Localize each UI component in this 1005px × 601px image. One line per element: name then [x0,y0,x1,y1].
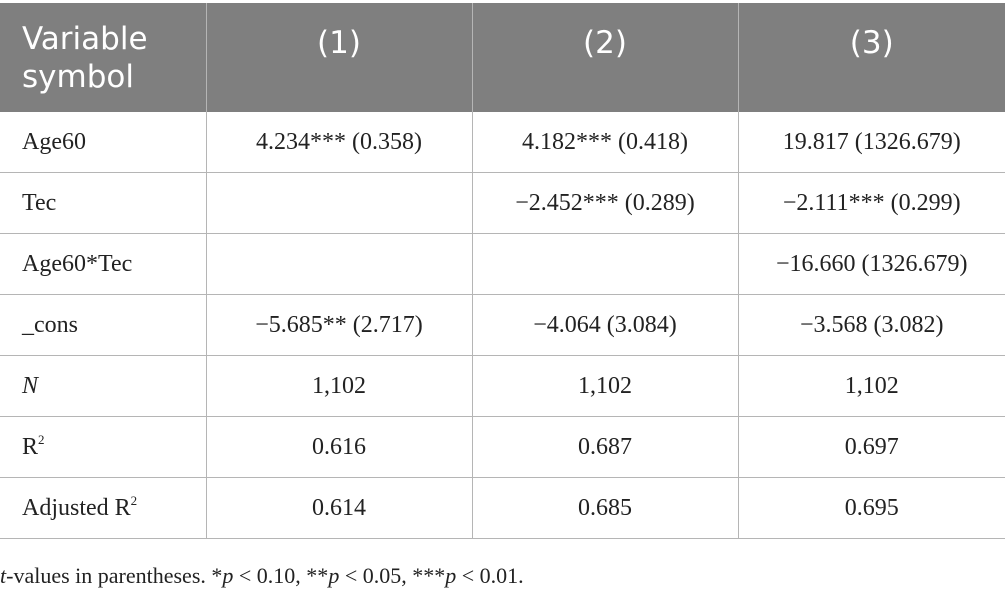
regression-table-container: Variable symbol (1) (2) (3) Age60 4.234**… [0,3,1005,539]
footnote-text-2: < 0.10, ** [233,563,329,588]
table-row-age60-tec: Age60*Tec −16.660 (1326.679) [0,233,1005,295]
cell-col-1: 0.614 [205,477,473,539]
cell-col-3: 0.697 [737,416,1005,478]
table-row-n: N 1,102 1,102 1,102 [0,355,1005,417]
footnote-p1: p [222,563,234,588]
cell-col-1: 0.616 [205,416,473,478]
superscript: 2 [38,431,45,447]
cell-col-1: 1,102 [205,355,473,417]
cell-col-2: 0.685 [471,477,739,539]
footnote-text-1: -values in parentheses. * [6,563,223,588]
table-footnote: t-values in parentheses. *p < 0.10, **p … [0,563,524,589]
row-label: R2 [0,416,207,478]
header-variable-line2: symbol [22,59,134,95]
header-row: Variable symbol (1) (2) (3) [0,3,1005,112]
table-row-age60: Age60 4.234*** (0.358) 4.182*** (0.418) … [0,112,1005,173]
row-label-text: R [22,433,39,460]
table-row-tec: Tec −2.452*** (0.289) −2.111*** (0.299) [0,172,1005,234]
footnote-p3: p [445,563,457,588]
cell-col-2 [471,233,739,295]
cell-col-1 [205,172,473,234]
table-body: Age60 4.234*** (0.358) 4.182*** (0.418) … [0,112,1005,539]
cell-col-2: 0.687 [471,416,739,478]
cell-col-1: −5.685** (2.717) [205,294,473,356]
header-col-3: (3) [737,3,1005,112]
cell-col-2: 1,102 [471,355,739,417]
row-label: Adjusted R2 [0,477,207,539]
footnote-text-3: < 0.05, *** [339,563,446,588]
cell-col-3: −3.568 (3.082) [737,294,1005,356]
footnote-p2: p [328,563,340,588]
header-col-2: (2) [471,3,738,112]
cell-col-3: 19.817 (1326.679) [737,112,1005,173]
cell-col-2: 4.182*** (0.418) [471,112,739,173]
row-label: N [0,355,207,417]
cell-col-3: 0.695 [737,477,1005,539]
cell-col-3: −2.111*** (0.299) [737,172,1005,234]
footnote-text-4: < 0.01. [456,563,524,588]
cell-col-3: 1,102 [737,355,1005,417]
cell-col-1: 4.234*** (0.358) [205,112,473,173]
cell-col-2: −4.064 (3.084) [471,294,739,356]
superscript: 2 [130,492,138,508]
table-row-adjusted-r2: Adjusted R2 0.614 0.685 0.695 [0,477,1005,539]
row-label: Age60 [0,112,207,173]
footnote-t: t [0,563,7,588]
header-variable-symbol: Variable symbol [0,3,206,112]
cell-col-1 [205,233,473,295]
table-header: Variable symbol (1) (2) (3) [0,3,1005,112]
row-label: _cons [0,294,207,356]
table-row-cons: _cons −5.685** (2.717) −4.064 (3.084) −3… [0,294,1005,356]
row-label-italic: N [22,372,39,399]
cell-col-2: −2.452*** (0.289) [471,172,739,234]
cell-col-3: −16.660 (1326.679) [737,233,1005,295]
row-label: Tec [0,172,207,234]
header-col-1: (1) [205,3,472,112]
row-label-text: Adjusted R [22,494,131,521]
regression-table: Variable symbol (1) (2) (3) Age60 4.234**… [0,3,1005,539]
row-label: Age60*Tec [0,233,207,295]
table-row-r2: R2 0.616 0.687 0.697 [0,416,1005,478]
header-variable-line1: Variable [22,21,148,57]
